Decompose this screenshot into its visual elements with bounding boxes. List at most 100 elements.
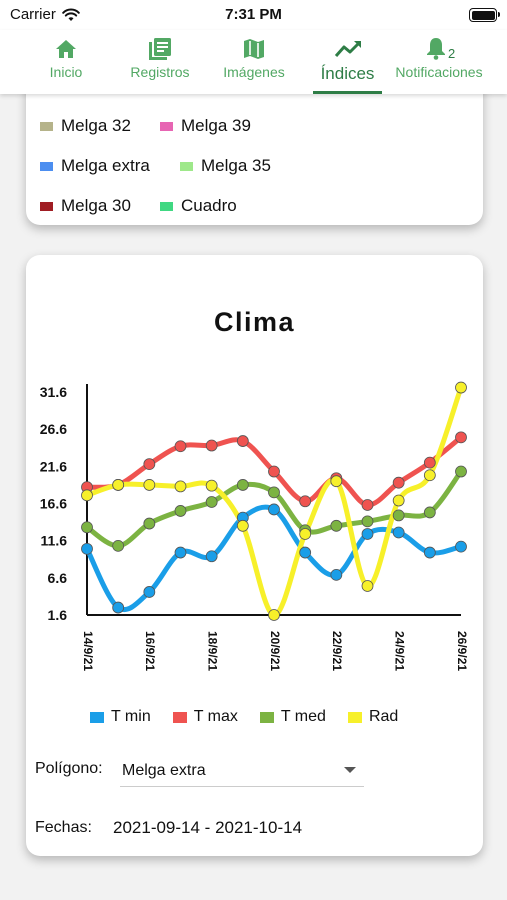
y-tick-label: 31.6 (40, 384, 67, 400)
climate-line-chart: 1.6 6.6 11.6 16.6 21.6 26.6 31.6 14/9/21 16/9/21… (40, 381, 469, 671)
data-point-2-9 (361, 515, 374, 528)
data-point-0-2 (143, 586, 156, 598)
legend-label: T min (111, 708, 151, 725)
date-range-value[interactable]: 2021-09-14 - 2021-10-14 (113, 818, 303, 837)
data-point-0-8 (330, 568, 343, 581)
data-point-0-3 (174, 546, 187, 559)
data-point-1-5 (236, 435, 249, 447)
legend-item-melga-32[interactable]: Melga 32 (40, 116, 131, 136)
legend-item-melga-extra[interactable]: Melga extra (40, 156, 150, 176)
legend-item-cuadro[interactable]: Cuadro (160, 196, 237, 216)
x-tick-label: 24/9/21 (392, 631, 406, 671)
trending-icon (334, 41, 361, 57)
x-tick-label: 26/9/21 (455, 631, 469, 671)
data-point-0-9 (361, 528, 374, 540)
chart-legend: T min T max T med Rad (90, 708, 398, 726)
legend-swatch (40, 201, 53, 211)
legend-swatch (259, 711, 274, 723)
data-point-0-4 (205, 550, 218, 563)
data-point-1-12 (455, 431, 467, 444)
tab-notificaciones[interactable]: 2 Notificaciones (394, 30, 484, 94)
data-point-3-12 (455, 381, 467, 394)
tab-inicio[interactable]: Inicio (20, 30, 112, 94)
x-tick-label: 22/9/21 (330, 631, 344, 671)
tab-inicio-label: Inicio (49, 64, 83, 80)
legend-item-melga-39[interactable]: Melga 39 (160, 116, 251, 136)
chart-legend-item-tmax[interactable]: T max (172, 708, 238, 726)
polygon-dropdown[interactable]: Melga extra (120, 755, 364, 787)
data-point-1-6 (268, 465, 280, 478)
legend-label: Melga 32 (61, 116, 131, 135)
data-point-1-9 (361, 499, 374, 511)
tab-registros[interactable]: Registros (114, 30, 206, 94)
data-point-2-8 (330, 519, 343, 532)
data-point-3-7 (299, 528, 312, 540)
data-point-0-12 (455, 540, 467, 553)
legend-label: T max (193, 708, 238, 725)
data-point-3-0 (81, 489, 93, 502)
chart-title: Clima (213, 307, 296, 337)
polygon-selected-value: Melga extra (122, 761, 206, 779)
x-tick-label: 14/9/21 (81, 631, 95, 671)
y-tick-label: 11.6 (41, 533, 68, 549)
chart-legend-item-tmed[interactable]: T med (259, 708, 326, 726)
data-point-1-11 (423, 456, 436, 469)
legend-item-melga-35[interactable]: Melga 35 (180, 156, 271, 176)
y-tick-label: 1.6 (48, 607, 68, 623)
battery-icon (469, 8, 500, 22)
data-point-2-0 (81, 521, 93, 534)
legend-label: T med (280, 708, 326, 725)
tab-indices[interactable]: Índices (313, 30, 382, 94)
data-point-0-10 (392, 526, 405, 539)
data-point-3-6 (268, 609, 280, 621)
tab-notificaciones-label: Notificaciones (395, 64, 483, 80)
tab-imagenes[interactable]: Imágenes (208, 30, 300, 94)
chart-legend-item-rad[interactable]: Rad (347, 708, 399, 726)
data-point-1-4 (205, 439, 218, 452)
tab-registros-label: Registros (130, 64, 190, 80)
y-tick-label: 21.6 (40, 458, 67, 474)
chart-legend-item-tmin[interactable]: T min (90, 708, 151, 726)
bell-icon (427, 38, 445, 60)
data-point-1-3 (174, 440, 187, 453)
data-point-1-7 (299, 495, 312, 508)
legend-label: Melga 39 (181, 116, 251, 135)
legend-label: Rad (368, 708, 399, 725)
data-point-2-4 (205, 496, 218, 508)
dates-label: Fechas: (35, 819, 92, 836)
map-icon (244, 39, 264, 59)
data-point-2-12 (455, 465, 467, 478)
data-point-3-11 (423, 469, 436, 482)
data-point-2-3 (174, 505, 187, 517)
y-tick-label: 6.6 (48, 570, 68, 586)
data-point-3-1 (112, 479, 125, 491)
data-point-0-6 (268, 503, 280, 516)
data-point-3-4 (205, 479, 218, 492)
data-point-2-10 (392, 509, 405, 522)
legend-swatch (347, 711, 362, 723)
data-point-2-2 (143, 517, 156, 530)
x-tick-label: 18/9/21 (205, 631, 219, 671)
x-tick-label: 16/9/21 (143, 631, 157, 671)
data-point-2-11 (423, 506, 436, 519)
legend-swatch (90, 711, 104, 723)
data-point-3-2 (143, 479, 156, 491)
data-point-3-9 (361, 580, 374, 592)
data-point-0-1 (112, 601, 125, 614)
top-tab-bar: Inicio Registros Imágenes Índices (0, 30, 507, 94)
tab-imagenes-label: Imágenes (223, 64, 285, 80)
data-point-3-8 (330, 475, 343, 488)
climate-chart-card: Clima 1.6 6.6 11.6 16.6 21.6 26.6 31.6 14/9/21 1… (26, 255, 483, 856)
legend-swatch (172, 711, 187, 723)
legend-item-melga-30[interactable]: Melga 30 (40, 196, 131, 216)
polygon-label: Polígono: (35, 760, 103, 777)
home-icon (56, 40, 76, 58)
dropdown-arrow-icon (344, 767, 356, 773)
legend-label: Melga 30 (61, 196, 131, 215)
legend-swatch (160, 201, 173, 211)
wifi-icon (62, 8, 80, 21)
notification-badge: 2 (448, 46, 456, 61)
series-line-3 (84, 385, 464, 618)
legend-swatch (160, 121, 173, 131)
legend-swatch (40, 121, 53, 131)
